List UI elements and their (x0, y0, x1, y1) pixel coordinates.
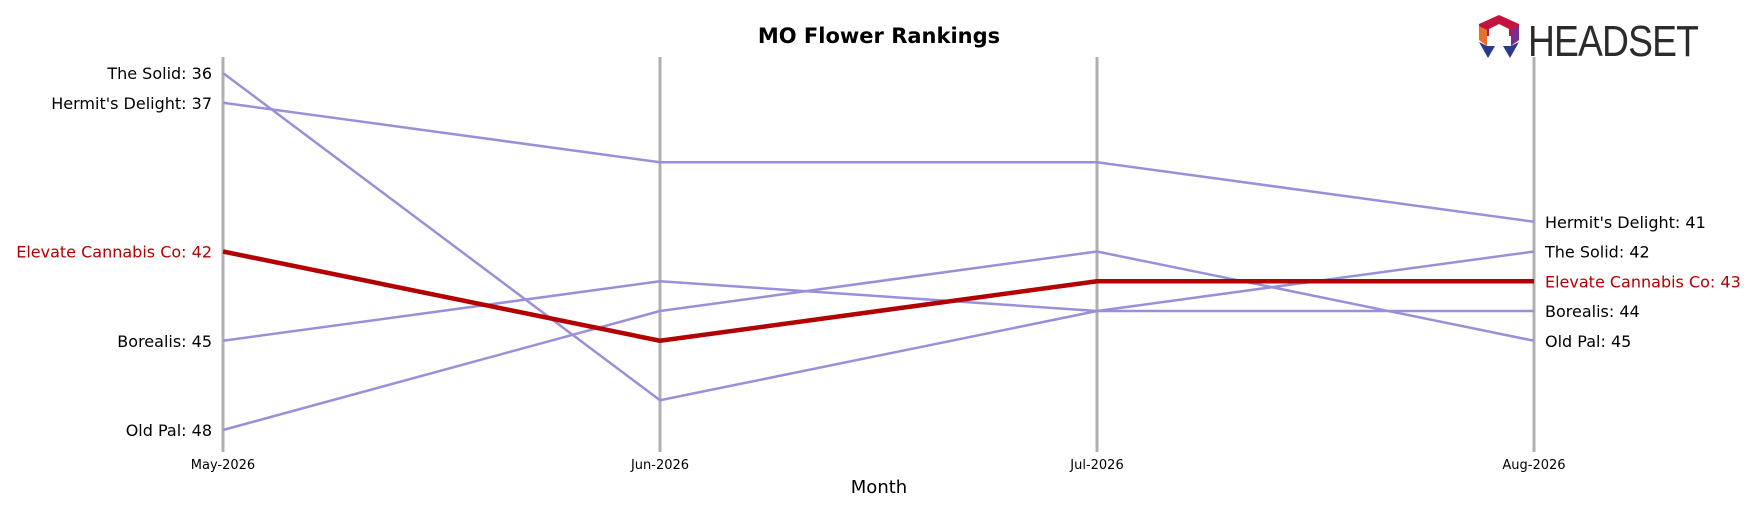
x-axis-label: Month (851, 477, 907, 498)
series-line-borealis (222, 280, 1534, 342)
x-tick-labels: May-2026 Jun-2026 Jul-2026 Aug-2026 (191, 458, 1566, 473)
end-label: The Solid: 42 (1544, 243, 1650, 262)
end-labels: Hermit's Delight: 41 The Solid: 42 Elevate… (1544, 213, 1741, 351)
chart-title: MO Flower Rankings (758, 24, 1000, 48)
logo-icon-bottom-left (1479, 42, 1495, 58)
logo-text: HEADSET (1528, 17, 1698, 66)
logo-icon-left (1479, 26, 1487, 46)
start-label: Elevate Cannabis Co: 42 (16, 243, 212, 262)
series-line-hermit-s-delight (222, 101, 1535, 223)
logo-icon (1479, 15, 1519, 36)
series-line-old-pal (222, 250, 1535, 432)
start-label: The Solid: 36 (106, 64, 212, 83)
grid (221, 57, 1536, 452)
logo-icon-right (1511, 26, 1519, 46)
x-tick-label: May-2026 (191, 458, 255, 473)
start-label: Old Pal: 48 (126, 421, 212, 440)
series-lines (222, 71, 1535, 432)
x-tick-label: Jun-2026 (630, 458, 689, 473)
x-tick-label: Jul-2026 (1069, 458, 1123, 473)
series-line-elevate-cannabis-co (222, 249, 1534, 343)
headset-logo: HEADSET (1479, 15, 1699, 66)
logo-icon-bottom-right (1503, 42, 1519, 58)
start-label: Hermit's Delight: 37 (51, 94, 212, 113)
end-label: Borealis: 44 (1545, 302, 1640, 321)
end-label: Old Pal: 45 (1545, 332, 1631, 351)
start-label: Borealis: 45 (117, 332, 212, 351)
series-line-the-solid (222, 71, 1535, 402)
end-label: Hermit's Delight: 41 (1545, 213, 1706, 232)
x-tick-label: Aug-2026 (1502, 458, 1565, 473)
start-labels: The Solid: 36 Hermit's Delight: 37 Elevate… (16, 64, 212, 440)
end-label: Elevate Cannabis Co: 43 (1545, 272, 1741, 291)
